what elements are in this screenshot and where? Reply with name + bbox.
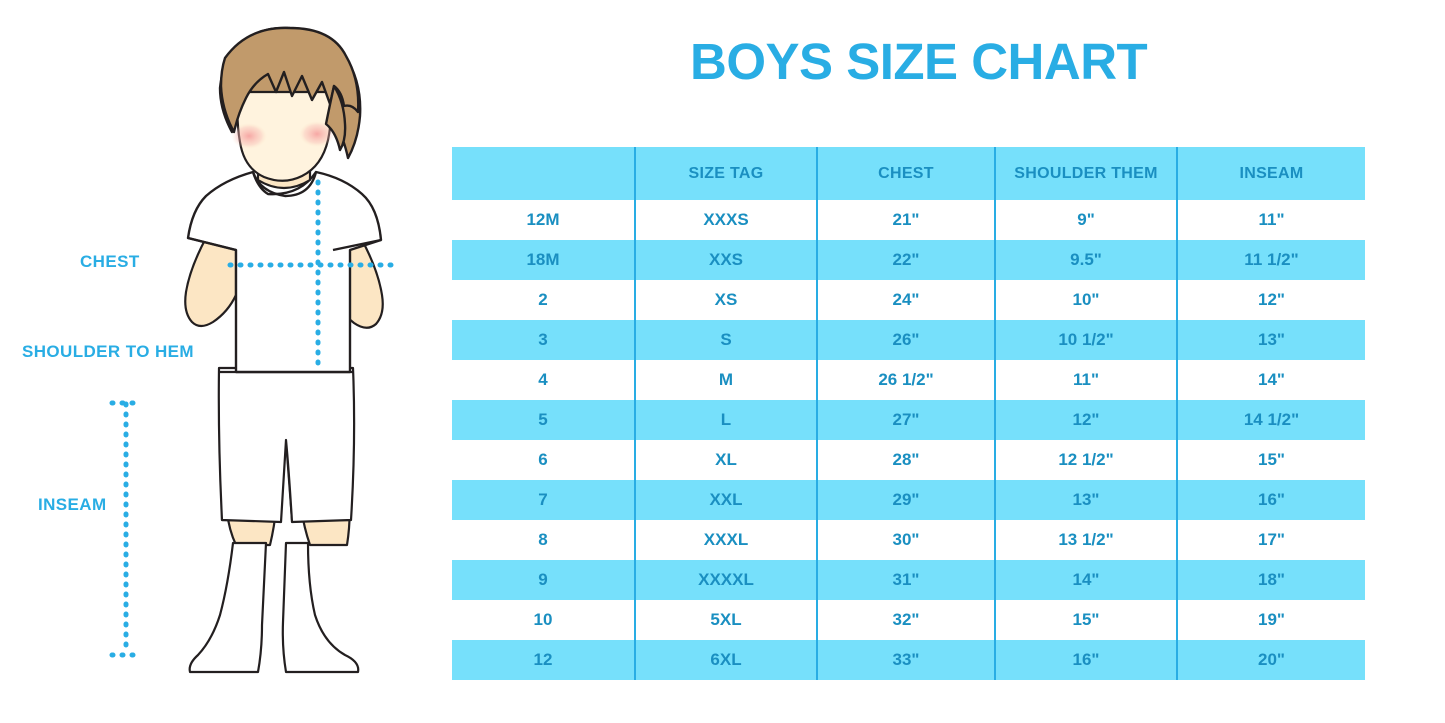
cell-chest: 33" [816, 640, 995, 680]
cell-chest: 24" [816, 280, 995, 320]
cell-age: 9 [452, 560, 635, 600]
cell-chest: 27" [816, 400, 995, 440]
cell-size-tag: 6XL [634, 640, 817, 680]
cell-size-tag: 5XL [634, 600, 817, 640]
cell-shoulder: 14" [994, 560, 1177, 600]
boy-figure-svg [109, 26, 403, 674]
cell-inseam: 20" [1176, 640, 1365, 680]
cell-inseam: 15" [1176, 440, 1365, 480]
cell-size-tag: XXS [634, 240, 817, 280]
cell-inseam: 14 1/2" [1176, 400, 1365, 440]
cell-shoulder: 16" [994, 640, 1177, 680]
cell-age: 12 [452, 640, 635, 680]
cell-chest: 31" [816, 560, 995, 600]
cell-chest: 29" [816, 480, 995, 520]
cell-size-tag: XL [634, 440, 817, 480]
cell-shoulder: 15" [994, 600, 1177, 640]
cell-shoulder: 12 1/2" [994, 440, 1177, 480]
cell-shoulder: 13 1/2" [994, 520, 1177, 560]
cell-shoulder: 9.5" [994, 240, 1177, 280]
table-row: 2 XS 24" 10" 12" [452, 280, 1365, 320]
table-row: 9 XXXXL 31" 14" 18" [452, 560, 1365, 600]
cell-inseam: 14" [1176, 360, 1365, 400]
cell-inseam: 16" [1176, 480, 1365, 520]
table-row: 8 XXXL 30" 13 1/2" 17" [452, 520, 1365, 560]
cell-shoulder: 12" [994, 400, 1177, 440]
shorts [217, 366, 356, 524]
cell-age: 7 [452, 480, 635, 520]
cell-size-tag: M [634, 360, 817, 400]
cell-shoulder: 11" [994, 360, 1177, 400]
table-row: 6 XL 28" 12 1/2" 15" [452, 440, 1365, 480]
cell-inseam: 19" [1176, 600, 1365, 640]
cell-chest: 21" [816, 200, 995, 240]
column-header-chest: CHEST [816, 147, 995, 200]
boy-illustration: CHEST SHOULDER TO HEM INSEAM [0, 0, 440, 723]
blush-right [299, 121, 335, 147]
cell-chest: 26" [816, 320, 995, 360]
cell-inseam: 13" [1176, 320, 1365, 360]
header-row: SIZE TAG CHEST SHOULDER THEM INSEAM [452, 147, 1365, 200]
page-title: BOYS SIZE CHART [690, 33, 1148, 90]
cell-age: 2 [452, 280, 635, 320]
size-chart-table: SIZE TAG CHEST SHOULDER THEM INSEAM 12M … [452, 147, 1365, 680]
cell-size-tag: XXXXL [634, 560, 817, 600]
socks-group [188, 541, 360, 674]
cell-size-tag: S [634, 320, 817, 360]
chest-label: CHEST [80, 252, 140, 271]
cell-shoulder: 10 1/2" [994, 320, 1177, 360]
cell-size-tag: XXXS [634, 200, 817, 240]
table-row: 4 M 26 1/2" 11" 14" [452, 360, 1365, 400]
cell-inseam: 17" [1176, 520, 1365, 560]
cell-inseam: 11" [1176, 200, 1365, 240]
hair-front [219, 26, 360, 152]
cell-chest: 32" [816, 600, 995, 640]
cell-size-tag: XXXL [634, 520, 817, 560]
cell-size-tag: L [634, 400, 817, 440]
column-header-age [452, 147, 635, 200]
cell-shoulder: 10" [994, 280, 1177, 320]
cell-chest: 22" [816, 240, 995, 280]
cell-age: 18M [452, 240, 635, 280]
table-row: 12M XXXS 21" 9" 11" [452, 200, 1365, 240]
cell-inseam: 11 1/2" [1176, 240, 1365, 280]
cell-inseam: 12" [1176, 280, 1365, 320]
cell-age: 4 [452, 360, 635, 400]
table-body: 12M XXXS 21" 9" 11" 18M XXS 22" 9.5" 11 … [452, 200, 1365, 680]
tshirt [186, 170, 383, 374]
cell-age: 5 [452, 400, 635, 440]
column-header-inseam: INSEAM [1176, 147, 1365, 200]
cell-chest: 26 1/2" [816, 360, 995, 400]
cell-size-tag: XS [634, 280, 817, 320]
cell-age: 8 [452, 520, 635, 560]
cell-inseam: 18" [1176, 560, 1365, 600]
measurement-guides [109, 179, 403, 658]
cell-shoulder: 9" [994, 200, 1177, 240]
cell-age: 10 [452, 600, 635, 640]
table-row: 18M XXS 22" 9.5" 11 1/2" [452, 240, 1365, 280]
table-row: 10 5XL 32" 15" 19" [452, 600, 1365, 640]
cell-age: 3 [452, 320, 635, 360]
cell-age: 6 [452, 440, 635, 480]
table-row: 7 XXL 29" 13" 16" [452, 480, 1365, 520]
cell-chest: 28" [816, 440, 995, 480]
cell-shoulder: 13" [994, 480, 1177, 520]
cell-size-tag: XXL [634, 480, 817, 520]
table-row: 3 S 26" 10 1/2" 13" [452, 320, 1365, 360]
table-row: 5 L 27" 12" 14 1/2" [452, 400, 1365, 440]
table-header: SIZE TAG CHEST SHOULDER THEM INSEAM [452, 147, 1365, 200]
inseam-label: INSEAM [38, 495, 107, 514]
column-header-shoulder: SHOULDER THEM [994, 147, 1177, 200]
shoulder-to-hem-label: SHOULDER TO HEM [22, 342, 194, 361]
cell-age: 12M [452, 200, 635, 240]
column-header-size-tag: SIZE TAG [634, 147, 817, 200]
cell-chest: 30" [816, 520, 995, 560]
blush-left [231, 123, 267, 149]
table-row: 12 6XL 33" 16" 20" [452, 640, 1365, 680]
